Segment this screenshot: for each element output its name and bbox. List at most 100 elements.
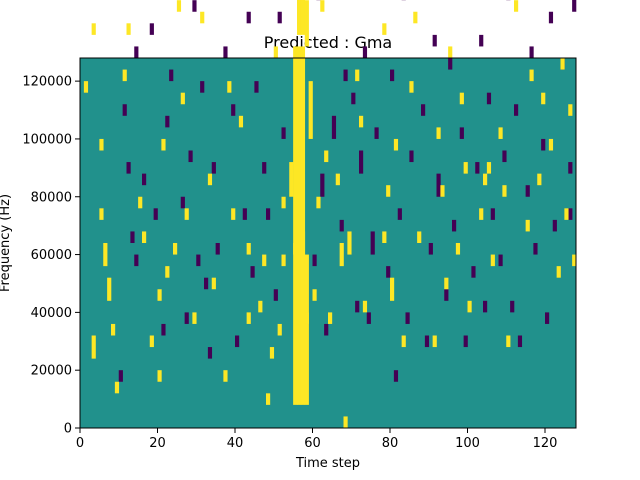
heatmap-cell-high xyxy=(304,312,309,324)
heatmap-cell-high xyxy=(277,323,282,336)
heatmap-cell-high xyxy=(401,335,406,348)
heatmap-cell-low xyxy=(568,162,573,174)
heatmap-cell-high xyxy=(83,81,89,93)
heatmap-cell-high xyxy=(91,335,96,359)
heatmap-cell-high xyxy=(432,335,437,348)
heatmap-cell-low xyxy=(552,219,557,232)
heatmap-cell-low xyxy=(250,266,255,278)
heatmap-cell-low xyxy=(266,208,271,220)
heatmap-cell-high xyxy=(157,370,162,382)
heatmap-cell-low xyxy=(502,150,507,163)
heatmap-cell-low xyxy=(390,69,395,82)
heatmap-cell-high xyxy=(223,370,228,382)
heatmap-cell-high xyxy=(393,138,399,151)
heatmap-cell-low xyxy=(424,335,430,348)
heatmap-cell-high xyxy=(486,162,492,174)
x-tick-label: 40 xyxy=(227,436,244,451)
heatmap-cell-low xyxy=(351,92,356,105)
heatmap-cell-low xyxy=(572,0,577,12)
heatmap-cell-low xyxy=(242,208,247,220)
heatmap-cell-high xyxy=(114,381,120,394)
heatmap-cell-high xyxy=(99,208,104,220)
heatmap-cell-high xyxy=(572,254,577,267)
heatmap-cell-high xyxy=(413,11,418,24)
heatmap-cell-high xyxy=(231,208,236,220)
heatmap-cell-high xyxy=(320,0,325,12)
chart-title: Predicted : Gma xyxy=(264,33,392,52)
heatmap-cell-high xyxy=(467,300,472,313)
heatmap-cell-low xyxy=(483,300,488,313)
plot-area xyxy=(80,0,577,428)
heatmap-cell-high xyxy=(339,243,344,267)
heatmap-cell-high xyxy=(200,11,205,24)
heatmap-cell-low xyxy=(533,243,538,255)
heatmap-cell-high xyxy=(541,92,546,105)
heatmap-cell-high xyxy=(568,104,573,116)
heatmap-cell-high xyxy=(386,185,391,197)
heatmap-cell-high xyxy=(262,254,267,267)
heatmap-cell-low xyxy=(510,300,515,313)
heatmap-cell-low xyxy=(409,150,414,163)
heatmap-cell-high xyxy=(359,115,364,128)
heatmap-cell-low xyxy=(281,127,286,139)
heatmap-cell-high xyxy=(207,173,213,186)
heatmap-cell-high xyxy=(390,277,395,301)
x-tick-label: 60 xyxy=(304,436,321,451)
heatmap-cell-high xyxy=(382,23,387,35)
heatmap-cell-low xyxy=(204,277,209,290)
heatmap-cell-low xyxy=(130,231,135,243)
heatmap-cell-low xyxy=(362,46,368,58)
y-axis-label: Frequency (Hz) xyxy=(0,194,13,292)
heatmap-cell-low xyxy=(421,104,426,116)
heatmap-cell-low xyxy=(452,219,457,232)
heatmap-cell-low xyxy=(273,289,278,301)
heatmap-cell-high xyxy=(537,173,542,186)
heatmap-cell-high xyxy=(448,46,453,58)
heatmap-cell-low xyxy=(517,335,523,348)
heatmap-cell-low xyxy=(331,115,337,139)
heatmap-cell-low xyxy=(142,173,147,186)
heatmap-cell-low xyxy=(459,127,464,139)
heatmap-cell-high xyxy=(180,92,185,105)
heatmap-cell-high xyxy=(560,58,565,70)
heatmap-cell-high xyxy=(227,81,232,93)
heatmap-cell-high xyxy=(328,312,333,324)
heatmap-cell-high xyxy=(355,69,360,82)
x-tick-label: 120 xyxy=(533,436,558,451)
heatmap-cell-low xyxy=(355,300,360,313)
heatmap-cell-high xyxy=(103,243,108,267)
heatmap-cell-high xyxy=(99,138,104,151)
heatmap-cell-high xyxy=(165,266,170,278)
heatmap-cell-high xyxy=(490,254,495,267)
heatmap-cell-low xyxy=(568,208,573,220)
heatmap-cell-high xyxy=(297,46,302,255)
heatmap-cell-low xyxy=(196,254,201,267)
heatmap-cell-low xyxy=(320,173,325,197)
x-tick-label: 0 xyxy=(76,436,84,451)
heatmap-background xyxy=(80,58,576,428)
heatmap-cell-low xyxy=(436,173,441,197)
heatmap-cell-high xyxy=(525,219,530,232)
heatmap-cell-high xyxy=(455,243,461,255)
heatmap-cell-high xyxy=(246,243,251,255)
heatmap-cell-low xyxy=(498,254,503,267)
heatmap-cell-low xyxy=(165,115,170,128)
heatmap-cell-high xyxy=(548,138,554,151)
heatmap-cell-high xyxy=(281,254,286,267)
heatmap-cell-high xyxy=(138,196,143,209)
heatmap-cell-high xyxy=(273,46,278,58)
heatmap-cell-high xyxy=(281,196,286,209)
heatmap-cell-high xyxy=(297,243,302,405)
heatmap-cell-high xyxy=(142,231,147,243)
heatmap-cell-high xyxy=(312,289,317,301)
heatmap-cell-high xyxy=(91,23,96,35)
heatmap-cell-low xyxy=(475,162,480,174)
heatmap-cell-high xyxy=(324,150,329,163)
heatmap-cell-low xyxy=(134,46,139,58)
heatmap-cell-low xyxy=(188,150,193,163)
heatmap-cell-low xyxy=(192,0,197,12)
heatmap-cell-low xyxy=(324,323,329,336)
heatmap-cell-low xyxy=(444,289,449,301)
heatmap-cell-low xyxy=(254,81,259,93)
heatmap-cell-high xyxy=(479,208,484,220)
